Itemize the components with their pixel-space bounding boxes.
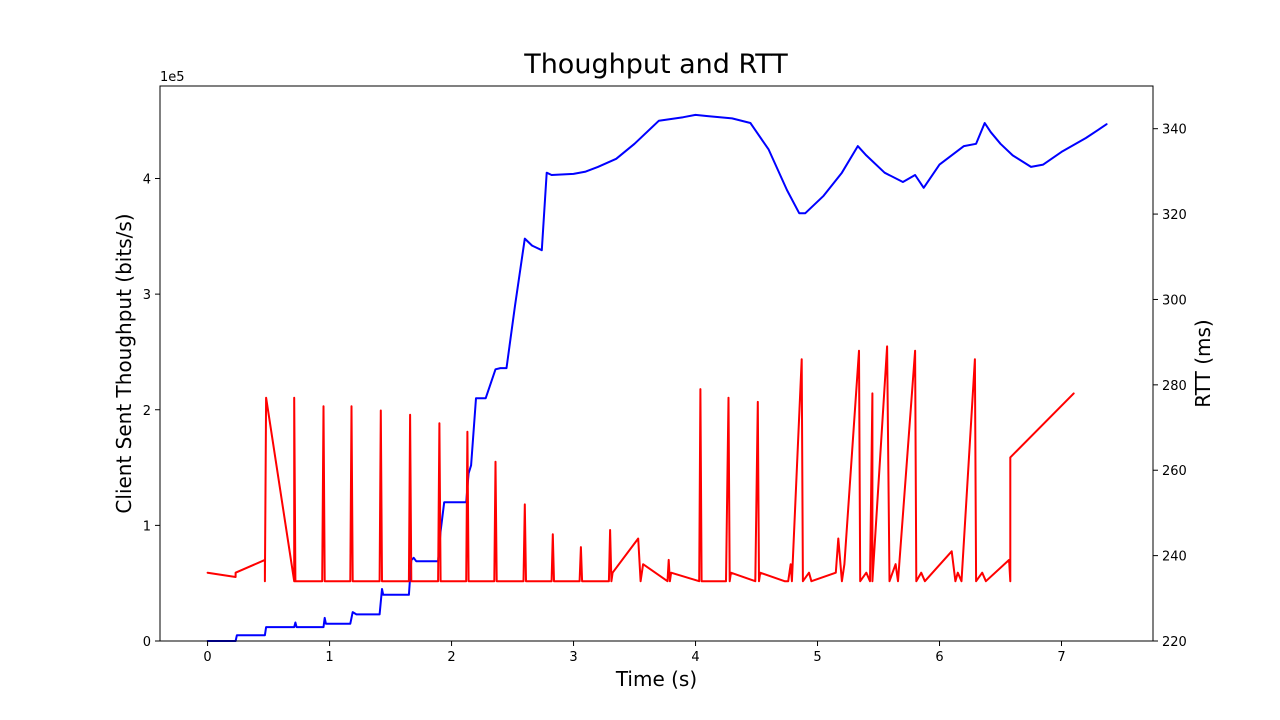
y-right-axis: 220 240 260 280 300 320 340 <box>1153 123 1187 650</box>
x-tick-label: 5 <box>813 650 821 665</box>
y-right-tick-label: 320 <box>1162 208 1187 223</box>
y-right-tick-label: 220 <box>1162 635 1187 650</box>
y-right-tick-label: 280 <box>1162 379 1187 394</box>
x-axis-title: Time (s) <box>615 667 697 691</box>
chart-title: Thoughput and RTT <box>523 49 788 80</box>
x-tick-label: 3 <box>569 650 577 665</box>
y-right-tick-label: 240 <box>1162 550 1187 565</box>
x-tick-label: 4 <box>691 650 699 665</box>
x-tick-label: 0 <box>203 650 211 665</box>
y-left-tick-label: 1 <box>143 519 151 534</box>
throughput-series-line <box>206 113 1108 642</box>
y-right-tick-label: 300 <box>1162 293 1187 308</box>
y-left-axis: 0 1 2 3 4 <box>143 173 160 650</box>
y-left-tick-label: 0 <box>143 635 151 650</box>
y-left-tick-label: 2 <box>143 404 151 419</box>
y-left-tick-label: 4 <box>143 173 151 188</box>
y-right-tick-label: 340 <box>1162 123 1187 138</box>
x-tick-label: 1 <box>325 650 333 665</box>
y-left-axis-title: Client Sent Thoughput (bits/s) <box>112 213 136 513</box>
x-tick-label: 2 <box>447 650 455 665</box>
x-axis: 0 1 2 3 4 5 6 7 <box>203 641 1066 665</box>
series-layer <box>206 113 1108 642</box>
plot-frame <box>159 85 1154 642</box>
y-right-tick-label: 260 <box>1162 464 1187 479</box>
x-tick-label: 7 <box>1057 650 1065 665</box>
y-right-axis-title: RTT (ms) <box>1191 319 1215 407</box>
y-left-tick-label: 3 <box>143 288 151 303</box>
rtt-series-line <box>206 345 1075 583</box>
y-left-multiplier: 1e5 <box>160 70 185 85</box>
x-tick-label: 6 <box>935 650 943 665</box>
